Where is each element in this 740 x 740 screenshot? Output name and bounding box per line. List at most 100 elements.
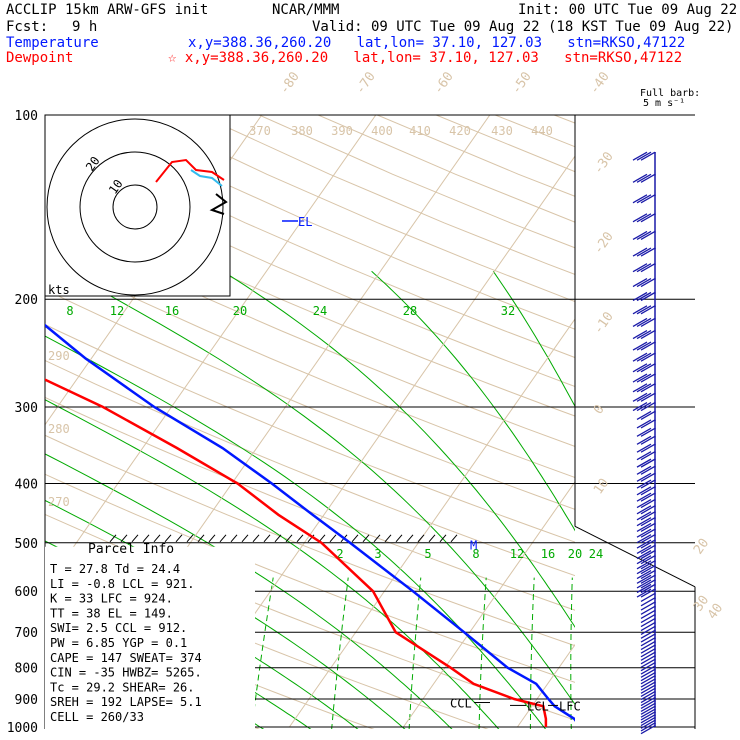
isotherm-label: -80	[277, 69, 303, 97]
parcel-info-row: CIN = -35 HWBZ= 5265.	[50, 666, 202, 680]
wind-barb	[640, 702, 656, 712]
init-time: Init: 00 UTC Tue 09 Aug 22	[518, 2, 738, 18]
pressure-tick-label: 600	[15, 585, 38, 600]
isotherm-label: 30	[691, 593, 712, 614]
parcel-info-row: SREH = 192 LAPSE= 5.1	[50, 695, 202, 709]
wind-barb	[636, 479, 652, 489]
parcel-info-row: CELL = 260/33	[50, 710, 144, 724]
wind-barb	[632, 151, 648, 161]
wind-barb	[636, 341, 652, 351]
wind-barb	[640, 579, 656, 589]
mixing-ratio-line	[331, 577, 349, 729]
dry-adiabat	[45, 221, 575, 447]
mixing-ratio-label: 2	[336, 547, 343, 561]
dry-adiabat-label: 270	[48, 495, 70, 509]
wind-barb	[640, 719, 656, 729]
wind-barb	[632, 194, 648, 204]
wind-barb	[640, 725, 656, 735]
wind-barb	[640, 528, 656, 538]
wind-barb	[632, 277, 648, 288]
hatch-mark	[142, 534, 150, 543]
pressure-tick-label: 400	[15, 477, 38, 492]
wind-barb	[640, 716, 656, 727]
hatch-mark	[263, 534, 271, 543]
x-tick-label: 16	[165, 304, 179, 318]
fcst-value: 9 h	[72, 19, 98, 35]
hatch-mark	[351, 534, 359, 543]
parcel-info-row: T = 27.8 Td = 24.4	[50, 562, 180, 576]
wind-barb	[636, 555, 652, 565]
x-tick-label: 28	[403, 304, 417, 318]
hodograph-ring	[46, 118, 224, 296]
pressure-tick-label: 300	[15, 401, 38, 416]
wind-barb	[640, 373, 656, 383]
hatch-mark	[252, 534, 260, 543]
wind-barb	[640, 699, 656, 710]
hatch-mark	[219, 534, 227, 543]
wind-barb	[636, 569, 652, 580]
hodograph-ring-label: 10	[106, 177, 126, 197]
hatch-mark	[153, 534, 161, 543]
hodograph-unit-label: kts	[48, 283, 70, 297]
wind-barb	[636, 427, 652, 437]
wind-barb	[636, 451, 652, 461]
mixing-ratio-label: 20	[568, 547, 582, 561]
wind-barb	[640, 655, 656, 665]
parcel-info-row: TT = 38 EL = 149.	[50, 606, 173, 620]
wind-barb	[640, 668, 656, 678]
hatch-mark	[417, 534, 425, 543]
isotherm-line	[516, 643, 575, 728]
wind-barb	[636, 583, 652, 594]
hatch-mark	[109, 534, 117, 543]
wind-barb	[636, 588, 652, 598]
hatch-mark	[450, 534, 458, 543]
wind-barb	[636, 277, 652, 288]
wind-barb	[640, 569, 656, 580]
dewpoint-legend: Dewpoint	[6, 50, 74, 66]
wind-barb	[640, 675, 656, 685]
dry-adiabat-label: 280	[48, 422, 70, 436]
dry-adiabat	[318, 115, 575, 223]
wind-barb	[636, 544, 652, 554]
wind-barb	[640, 511, 656, 521]
wind-barb	[640, 427, 656, 437]
dry-adiabat	[45, 288, 575, 510]
wind-barb	[640, 574, 656, 584]
wind-barb	[640, 499, 656, 509]
dry-adiabat	[45, 396, 575, 611]
temperature-trace	[45, 323, 575, 722]
wind-barb	[636, 173, 652, 183]
hodograph-ring	[112, 184, 158, 230]
wind-barb	[632, 247, 648, 257]
wind-barb	[640, 341, 656, 351]
wind-barb	[636, 534, 652, 544]
pressure-tick-label: 1000	[7, 721, 38, 736]
wind-barb	[636, 419, 652, 429]
wind-barb	[636, 435, 652, 445]
wind-barb	[636, 263, 652, 273]
wind-barb	[632, 230, 648, 241]
hatch-mark	[120, 534, 128, 543]
wind-barb	[640, 560, 656, 570]
hodograph-trace-low	[190, 169, 223, 187]
wind-barb	[636, 410, 652, 420]
wind-barb	[636, 539, 652, 549]
wind-barb	[640, 173, 656, 183]
hatch-mark	[164, 534, 172, 543]
temperature-station-info: x,y=388.36,260.20 lat,lon= 37.10, 127.03…	[188, 35, 686, 51]
hatch-mark	[197, 534, 205, 543]
wind-barb	[640, 648, 656, 658]
wind-barb	[640, 633, 656, 643]
wind-barb	[640, 690, 656, 701]
temperature-legend: Temperature	[6, 35, 99, 51]
hatch-mark	[439, 534, 447, 543]
wind-barb	[640, 451, 656, 461]
wind-barb	[640, 247, 656, 257]
theta-label: 420	[449, 124, 471, 138]
dry-adiabat	[45, 156, 575, 388]
hatch-mark	[395, 534, 403, 543]
x-tick-label: 32	[501, 304, 515, 318]
wind-barb	[640, 651, 656, 661]
wind-barb	[640, 601, 656, 611]
wind-barb	[640, 539, 656, 549]
